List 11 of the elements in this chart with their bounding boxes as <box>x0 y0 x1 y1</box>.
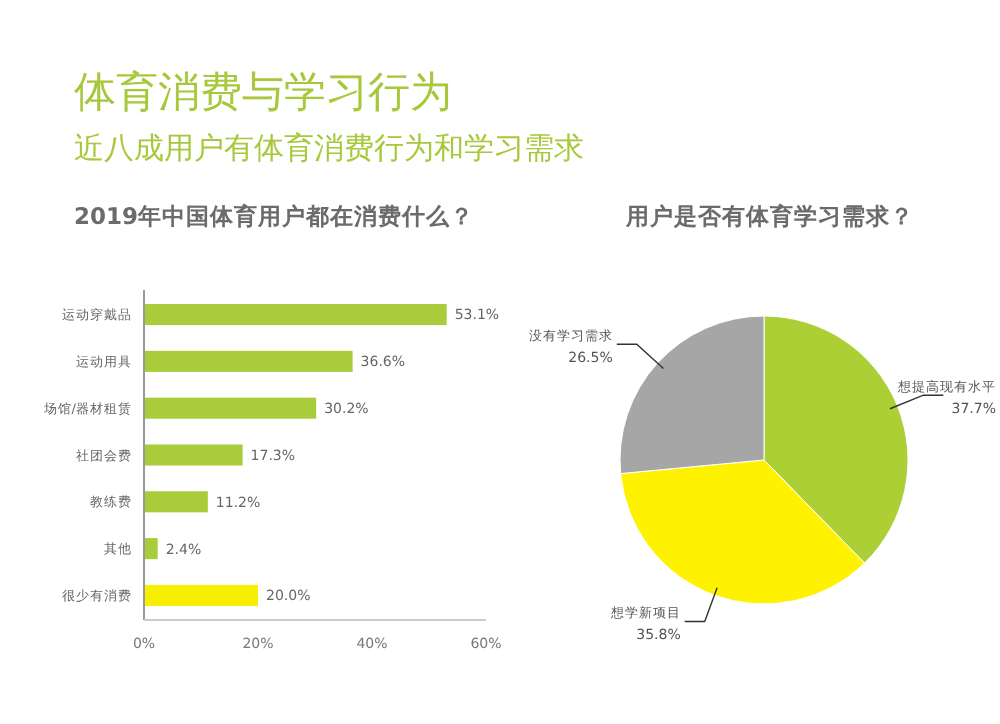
chart-title: 2019年中国体育用户都在消费什么？ <box>74 202 475 230</box>
chart-title: 用户是否有体育学习需求？ <box>624 202 914 230</box>
bar <box>144 304 447 326</box>
text: 近八成用户有体育消费行为和学习需求 <box>74 130 584 166</box>
bar <box>144 491 208 513</box>
bar <box>144 584 258 606</box>
bar <box>144 538 158 560</box>
bar <box>144 350 353 372</box>
text: 体育消费与学习行为 <box>74 68 452 116</box>
bar <box>144 444 243 466</box>
bar <box>144 397 317 419</box>
